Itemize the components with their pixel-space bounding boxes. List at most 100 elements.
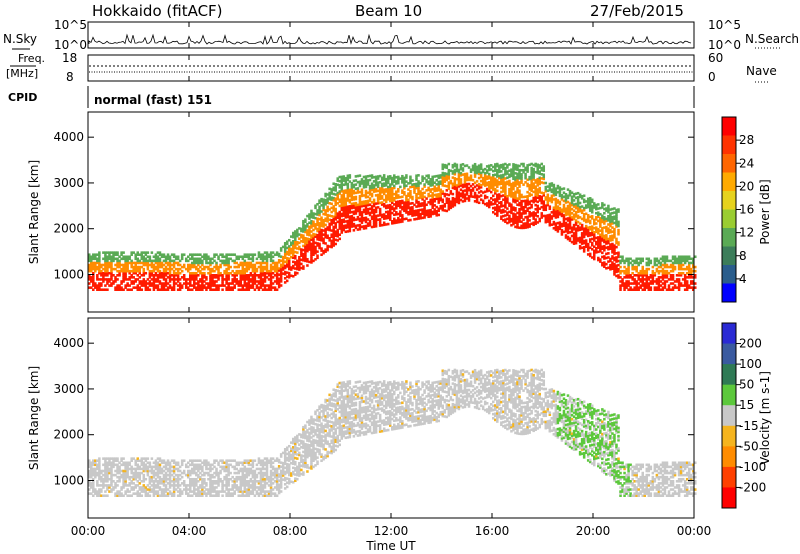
range-gate-cell (451, 166, 455, 169)
range-gate-cell (195, 274, 198, 277)
range-gate-cell (556, 228, 560, 231)
range-gate-cell (259, 276, 263, 279)
range-gate-cell (336, 191, 339, 195)
range-gate-cell (514, 213, 517, 216)
range-gate-cell (504, 177, 507, 180)
range-gate-cell (308, 240, 311, 243)
range-gate-cell (354, 195, 358, 199)
range-gate-cell (487, 203, 491, 207)
range-gate-cell (582, 227, 586, 230)
range-gate-cell (88, 473, 91, 477)
range-gate-cell (447, 193, 451, 197)
range-gate-cell (467, 178, 471, 182)
range-gate-cell (215, 284, 218, 287)
range-gate-cell (176, 288, 180, 291)
range-gate-cell (336, 214, 339, 217)
range-gate-cell (560, 212, 564, 216)
range-gate-cell (534, 193, 537, 197)
range-gate-cell (639, 271, 642, 275)
nave-label: Nave (746, 64, 777, 78)
range-gate-cell (178, 263, 182, 267)
range-gate-cell (201, 278, 204, 281)
range-gate-cell (88, 484, 91, 487)
range-gate-cell (558, 211, 562, 214)
range-gate-cell (197, 490, 200, 493)
range-gate-cell (168, 267, 172, 271)
range-gate-cell (520, 208, 523, 211)
range-gate-cell (172, 280, 176, 283)
range-gate-cell (384, 184, 388, 187)
range-gate-cell (498, 193, 501, 196)
range-gate-cell (283, 252, 287, 255)
range-gate-cell (599, 235, 602, 239)
range-gate-cell (263, 274, 267, 277)
range-gate-cell (613, 273, 616, 276)
range-gate-cell (415, 174, 418, 177)
range-gate-cell (382, 198, 386, 202)
range-gate-cell (502, 183, 505, 187)
range-gate-cell (156, 471, 160, 475)
range-gate-cell (193, 271, 196, 275)
range-gate-cell (316, 211, 319, 214)
range-gate-cell (126, 278, 129, 281)
range-gate-cell (294, 234, 297, 237)
range-gate-cell (609, 212, 612, 215)
range-gate-cell (164, 471, 168, 475)
range-gate-cell (599, 260, 602, 263)
range-gate-cell (140, 253, 144, 256)
range-gate-cell (510, 172, 513, 176)
range-gate-cell (611, 230, 614, 233)
range-gate-cell (562, 209, 566, 213)
range-gate-cell (663, 280, 667, 283)
range-gate-cell (496, 195, 499, 199)
range-gate-cell (475, 200, 479, 204)
range-gate-cell (332, 242, 335, 245)
range-gate-cell (635, 269, 638, 273)
range-gate-cell (265, 269, 269, 273)
range-gate-cell (298, 237, 301, 240)
range-gate-cell (508, 218, 511, 222)
range-gate-cell (457, 197, 461, 201)
range-gate-cell (90, 261, 93, 265)
range-gate-cell (645, 263, 649, 267)
range-gate-cell (94, 459, 97, 462)
range-gate-cell (100, 469, 103, 473)
range-gate-cell (114, 492, 117, 495)
range-gate-cell (215, 263, 218, 267)
range-gate-cell (300, 235, 303, 239)
range-gate-cell (148, 274, 152, 277)
range-gate-cell (510, 170, 513, 174)
range-gate-cell (560, 196, 564, 199)
range-gate-cell (279, 267, 283, 271)
range-gate-cell (417, 215, 420, 218)
range-gate-cell (92, 274, 95, 277)
range-gate-cell (439, 174, 442, 177)
range-gate-cell (556, 221, 560, 225)
range-gate-cell (459, 198, 463, 202)
range-gate-cell (609, 263, 612, 267)
range-gate-cell (197, 494, 200, 497)
range-gate-cell (560, 229, 564, 232)
range-gate-cell (601, 255, 604, 259)
range-gate-cell (512, 181, 515, 185)
range-gate-cell (601, 233, 604, 236)
range-gate-cell (578, 195, 582, 199)
range-gate-cell (170, 278, 174, 281)
range-gate-cell (520, 179, 523, 182)
range-gate-cell (265, 271, 269, 275)
range-gate-cell (138, 261, 142, 265)
range-gate-cell (112, 486, 115, 489)
range-gate-cell (330, 243, 333, 247)
range-gate-cell (281, 268, 285, 271)
range-gate-cell (437, 182, 440, 186)
range-gate-cell (360, 221, 364, 224)
range-gate-cell (124, 278, 127, 281)
range-gate-cell (417, 182, 420, 185)
range-gate-cell (312, 216, 315, 219)
range-gate-cell (338, 237, 341, 241)
range-gate-cell (597, 211, 600, 214)
range-gate-cell (552, 208, 556, 212)
range-gate-cell (536, 177, 539, 181)
range-gate-cell (340, 227, 344, 230)
